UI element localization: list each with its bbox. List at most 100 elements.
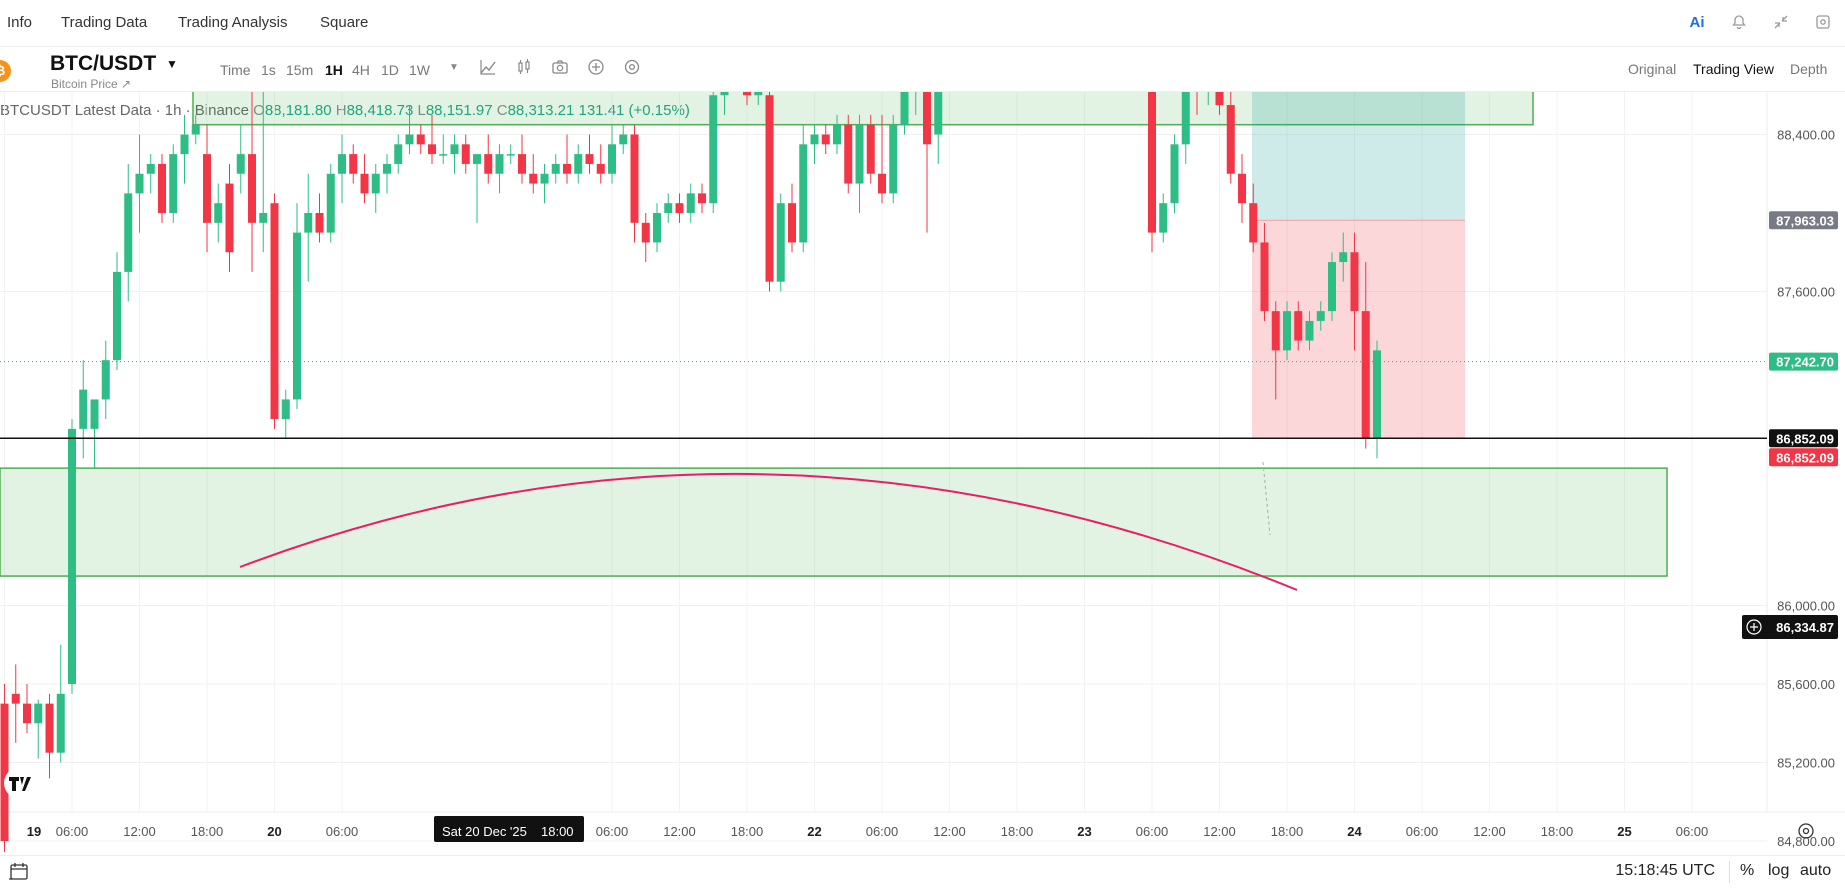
price-chart[interactable]: 90,800.0090,000.0089,600.0089,200.0088,8… (0, 92, 1845, 852)
candle-body (484, 154, 493, 174)
timeframe-dropdown-icon[interactable]: ▼ (449, 62, 459, 73)
candle (11, 664, 20, 743)
time-tick-label: 12:00 (663, 824, 696, 839)
candle (810, 124, 819, 164)
candle (1249, 183, 1258, 253)
candle (158, 154, 166, 223)
timeframe-1d[interactable]: 1D (381, 62, 399, 78)
chart-settings-icon[interactable] (622, 58, 642, 78)
time-tick-label: 12:00 (1203, 824, 1236, 839)
candle (518, 134, 526, 184)
pair-subtitle-link[interactable]: Bitcoin Price ↗ (51, 77, 132, 91)
caret-down-icon[interactable]: ▼ (166, 57, 178, 71)
log-toggle[interactable]: log (1768, 862, 1790, 879)
collapse-icon[interactable] (1771, 12, 1791, 32)
ai-icon[interactable]: Ai (1689, 13, 1705, 31)
candle (259, 92, 268, 253)
candle (720, 92, 729, 115)
tab-trading-view[interactable]: Trading View (1693, 61, 1774, 77)
time-tick-label: 24 (1347, 824, 1362, 839)
settings-icon[interactable] (1813, 12, 1833, 32)
candle (326, 163, 335, 243)
candle (1159, 193, 1168, 243)
candle-body (203, 154, 211, 223)
entry-price-label-bg (1769, 211, 1838, 230)
percent-toggle[interactable]: % (1740, 862, 1755, 879)
candle (765, 92, 774, 292)
nav-square[interactable]: Square (320, 14, 369, 31)
candle (686, 183, 695, 223)
candle-body (788, 203, 796, 243)
logo-bg (4, 767, 36, 799)
candle-body (698, 193, 706, 204)
utc-clock[interactable]: 15:18:45 UTC (1615, 862, 1715, 879)
tradingview-logo-icon (4, 767, 36, 799)
date-range-icon[interactable] (8, 862, 30, 887)
add-circle-icon[interactable] (586, 58, 606, 78)
timeframe-4h[interactable]: 4H (352, 62, 370, 78)
candle-body (596, 163, 605, 174)
nav-info[interactable]: Info (7, 14, 33, 31)
tab-original[interactable]: Original (1628, 61, 1677, 77)
candle-body (79, 389, 88, 429)
candle (1196, 92, 1198, 115)
nav-trading-analysis[interactable]: Trading Analysis (178, 14, 288, 31)
candle (934, 92, 943, 164)
candle-body (844, 124, 853, 184)
candle (1215, 92, 1224, 115)
tab-depth[interactable]: Depth (1790, 61, 1828, 77)
timeframe-1h[interactable]: 1H (325, 62, 343, 78)
candle-type-icon[interactable] (514, 58, 534, 78)
candle (1170, 134, 1179, 213)
candle (1271, 301, 1280, 400)
candle-body (34, 703, 43, 724)
price-tick-label: 87,600.00 (1777, 285, 1835, 300)
timeframe-time[interactable]: Time (220, 62, 251, 78)
candle-body (1170, 144, 1179, 204)
price-tick-label: 85,600.00 (1777, 677, 1835, 692)
candle-body (1238, 173, 1246, 204)
candle (709, 92, 718, 213)
camera-icon[interactable] (550, 58, 570, 78)
nav-trading-data[interactable]: Trading Data (61, 14, 148, 31)
stop-price-label-text: 86,852.09 (1776, 450, 1834, 465)
candle-body (720, 92, 729, 96)
candle (1350, 232, 1359, 351)
candle-body (810, 134, 819, 145)
candle (439, 134, 448, 164)
candle-body (383, 163, 391, 174)
candle (788, 183, 796, 253)
candle (90, 399, 99, 469)
pair-selector[interactable]: BTC/USDT (50, 52, 157, 75)
time-tick-label: 06:00 (1676, 824, 1709, 839)
entry-price-label: 87,963.03 (1769, 211, 1838, 230)
price-tick-label: 84,800.00 (1777, 834, 1835, 849)
candle-body (281, 399, 290, 420)
candle-body (664, 203, 673, 213)
candle (1339, 232, 1348, 282)
chart-overlays (0, 92, 1767, 577)
time-tick-label: 12:00 (123, 824, 156, 839)
candle-body (169, 154, 178, 213)
indicators-icon[interactable] (478, 58, 498, 78)
timeframe-1w[interactable]: 1W (409, 62, 430, 78)
time-tick-label: 18:00 (1001, 824, 1034, 839)
candle (754, 92, 763, 106)
candle-body (1316, 311, 1325, 321)
candle-body (473, 154, 481, 164)
bell-icon[interactable] (1729, 12, 1749, 32)
auto-toggle[interactable]: auto (1800, 862, 1832, 879)
timeframe-15m[interactable]: 15m (286, 62, 314, 78)
price-tick-label: 85,200.00 (1777, 756, 1835, 771)
timeframe-1s[interactable]: 1s (261, 62, 276, 78)
crosshair-time-bg (434, 816, 584, 842)
candle (923, 92, 931, 233)
price-tick-label: 86,000.00 (1777, 599, 1835, 614)
candle (1294, 301, 1303, 351)
chart-overlays-front (0, 437, 1767, 799)
candle-body (68, 428, 76, 684)
candle (191, 114, 200, 145)
chart-header: ₿ BTC/USDT ▼ Bitcoin Price ↗ Time 1s 15m… (0, 47, 1845, 92)
candle-body (248, 154, 256, 223)
candle (45, 693, 54, 779)
